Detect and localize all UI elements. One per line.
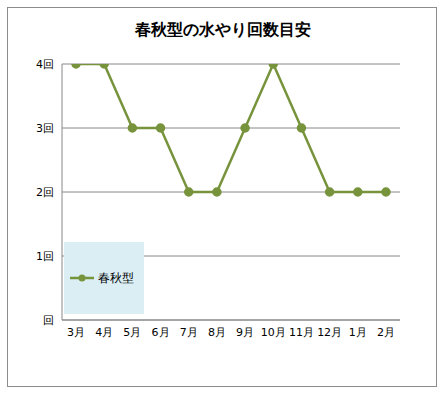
svg-text:4月: 4月 <box>95 326 113 339</box>
svg-text:10月: 10月 <box>261 326 286 339</box>
html-text:春秋型: 春秋型 <box>98 270 134 285</box>
svg-text:12月: 12月 <box>317 326 342 339</box>
svg-text:2回: 2回 <box>36 186 54 199</box>
svg-text:回: 回 <box>43 314 54 327</box>
svg-text:3回: 3回 <box>36 122 54 135</box>
svg-text:1回: 1回 <box>36 250 54 263</box>
svg-text:9月: 9月 <box>236 326 254 339</box>
svg-text:4回: 4回 <box>36 58 54 71</box>
svg-text:11月: 11月 <box>289 326 314 339</box>
svg-text:7月: 7月 <box>180 326 198 339</box>
svg-text:1月: 1月 <box>349 326 367 339</box>
svg-text:6月: 6月 <box>152 326 170 339</box>
svg-text:3月: 3月 <box>67 326 85 339</box>
html-text:春秋型の水やり回数目安: 春秋型の水やり回数目安 <box>134 20 311 39</box>
svg-text:8月: 8月 <box>208 326 226 339</box>
svg-text:2月: 2月 <box>377 326 395 339</box>
svg-text:5月: 5月 <box>123 326 141 339</box>
